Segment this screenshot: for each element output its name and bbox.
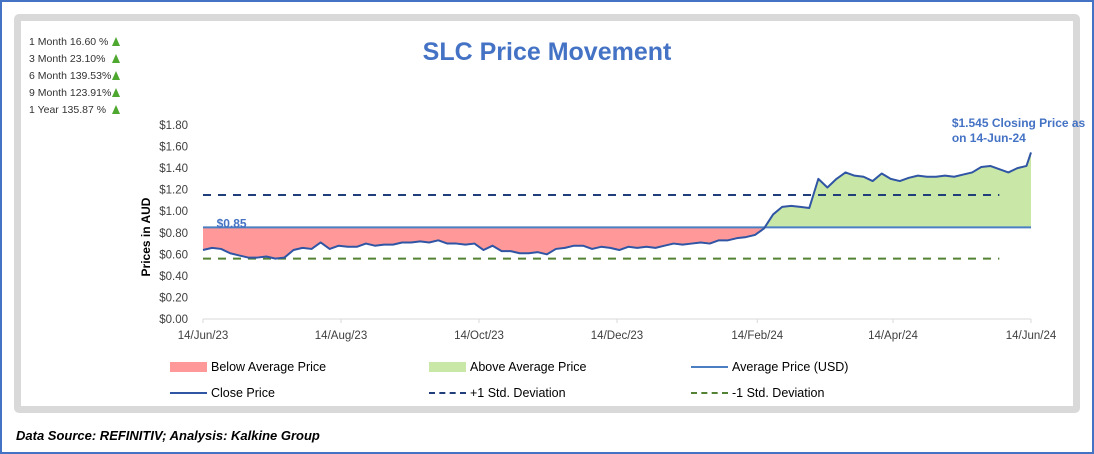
performance-label: 9 Month 123.91% [29, 86, 112, 99]
legend-label: +1 Std. Deviation [470, 386, 566, 400]
annotation-label: on 14-Jun-24 [952, 131, 1026, 145]
x-tick-label: 14/Jun/24 [1006, 330, 1057, 342]
legend-label: Above Average Price [470, 360, 587, 374]
performance-label: 3 Month 23.10% [29, 52, 106, 65]
legend-label: -1 Std. Deviation [732, 386, 825, 400]
y-axis-label: Prices in AUD [139, 197, 153, 276]
legend-item-average-price: Average Price (USD) [691, 359, 848, 375]
x-tick-label: 14/Aug/23 [315, 330, 367, 342]
x-tick-label: 14/Jun/23 [178, 330, 229, 342]
above-average-area [764, 152, 1031, 228]
performance-item: 3 Month 23.10% [29, 50, 120, 67]
performance-label: 6 Month 139.53% [29, 69, 112, 82]
performance-item: 1 Year 135.87 % [29, 101, 120, 118]
annotation-label: $1.545 Closing Price as [952, 116, 1086, 130]
up-arrow-icon [112, 105, 120, 114]
performance-list: 1 Month 16.60 % 3 Month 23.10% 6 Month 1… [29, 33, 120, 118]
legend-label: Average Price (USD) [732, 360, 849, 374]
annotation-label: $0.85 [217, 216, 247, 230]
close-price-line [202, 152, 1032, 260]
legend-label: Close Price [211, 386, 275, 400]
x-tick-label: 14/Dec/23 [591, 330, 643, 342]
y-tick-label: $0.80 [159, 228, 188, 240]
legend-line-average-price [691, 366, 728, 368]
x-tick-label: 14/Feb/24 [731, 330, 783, 342]
performance-label: 1 Year 135.87 % [29, 103, 107, 116]
y-tick-label: $0.00 [159, 314, 188, 326]
performance-item: 9 Month 123.91% [29, 84, 120, 101]
up-arrow-icon [112, 88, 120, 97]
legend-swatch-above-average [429, 362, 466, 372]
y-tick-label: $0.40 [159, 271, 188, 283]
chart-title: SLC Price Movement [422, 38, 672, 66]
y-tick-label: $0.60 [159, 249, 188, 261]
y-tick-label: $1.80 [159, 120, 188, 132]
legend-item-close-price: Close Price [170, 385, 275, 401]
legend-line-plus-sd [429, 392, 466, 394]
up-arrow-icon [112, 54, 120, 63]
performance-item: 6 Month 139.53% [29, 67, 120, 84]
x-tick-label: 14/Oct/23 [454, 330, 504, 342]
legend-item-plus-sd: +1 Std. Deviation [429, 385, 566, 401]
legend-line-minus-sd [691, 392, 728, 394]
performance-label: 1 Month 16.60 % [29, 35, 109, 48]
legend-item-below-average: Below Average Price [170, 359, 326, 375]
legend-item-above-average: Above Average Price [429, 359, 587, 375]
x-tick-label: 14/Apr/24 [868, 330, 918, 342]
y-tick-label: $1.00 [159, 206, 188, 218]
legend-line-close-price [170, 392, 207, 394]
performance-item: 1 Month 16.60 % [29, 33, 120, 50]
up-arrow-icon [112, 37, 120, 46]
y-tick-label: $1.40 [159, 163, 188, 175]
below-average-area [203, 227, 1031, 259]
y-tick-label: $0.20 [159, 292, 188, 304]
y-tick-label: $1.60 [159, 142, 188, 154]
up-arrow-icon [112, 71, 120, 80]
legend-item-minus-sd: -1 Std. Deviation [691, 385, 824, 401]
y-tick-label: $1.20 [159, 185, 188, 197]
data-source-footer: Data Source: REFINITIV; Analysis: Kalkin… [16, 428, 320, 443]
legend-label: Below Average Price [211, 360, 327, 374]
legend-swatch-below-average [170, 362, 207, 372]
